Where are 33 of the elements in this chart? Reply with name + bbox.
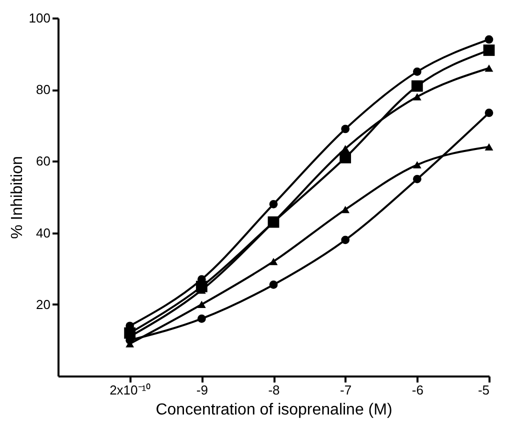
y-tick-label: 60 — [36, 154, 50, 169]
point — [484, 108, 494, 118]
point — [269, 200, 278, 208]
point — [197, 300, 206, 308]
point — [341, 206, 350, 214]
point — [412, 174, 422, 184]
y-tick-label: 40 — [36, 225, 50, 240]
point — [197, 314, 206, 323]
y-axis-title: % Inhibition — [8, 156, 26, 239]
point — [341, 145, 350, 152]
x-axis-title: Concentration of isoprenaline (M) — [156, 402, 392, 418]
point — [341, 124, 350, 134]
point — [411, 80, 423, 92]
y-tick-label: 20 — [36, 296, 50, 312]
x-tick-label: 2x10⁻¹⁰ — [110, 382, 152, 398]
x-tick-label: -7 — [340, 382, 352, 398]
y-tick-label: 100 — [28, 10, 50, 26]
x-tick-label: -6 — [412, 382, 424, 398]
x-tick-label: -8 — [268, 382, 280, 398]
point — [341, 236, 350, 244]
y-tick-label: 80 — [36, 82, 50, 98]
point — [484, 64, 494, 72]
point — [484, 143, 494, 151]
point — [412, 93, 422, 100]
point — [269, 280, 278, 289]
x-tick-label: -5 — [478, 382, 490, 398]
point — [412, 161, 422, 168]
point — [269, 258, 278, 266]
x-tick-label: -9 — [196, 382, 208, 398]
point — [340, 152, 352, 164]
point — [412, 68, 422, 76]
point — [484, 35, 494, 44]
point — [483, 44, 495, 56]
